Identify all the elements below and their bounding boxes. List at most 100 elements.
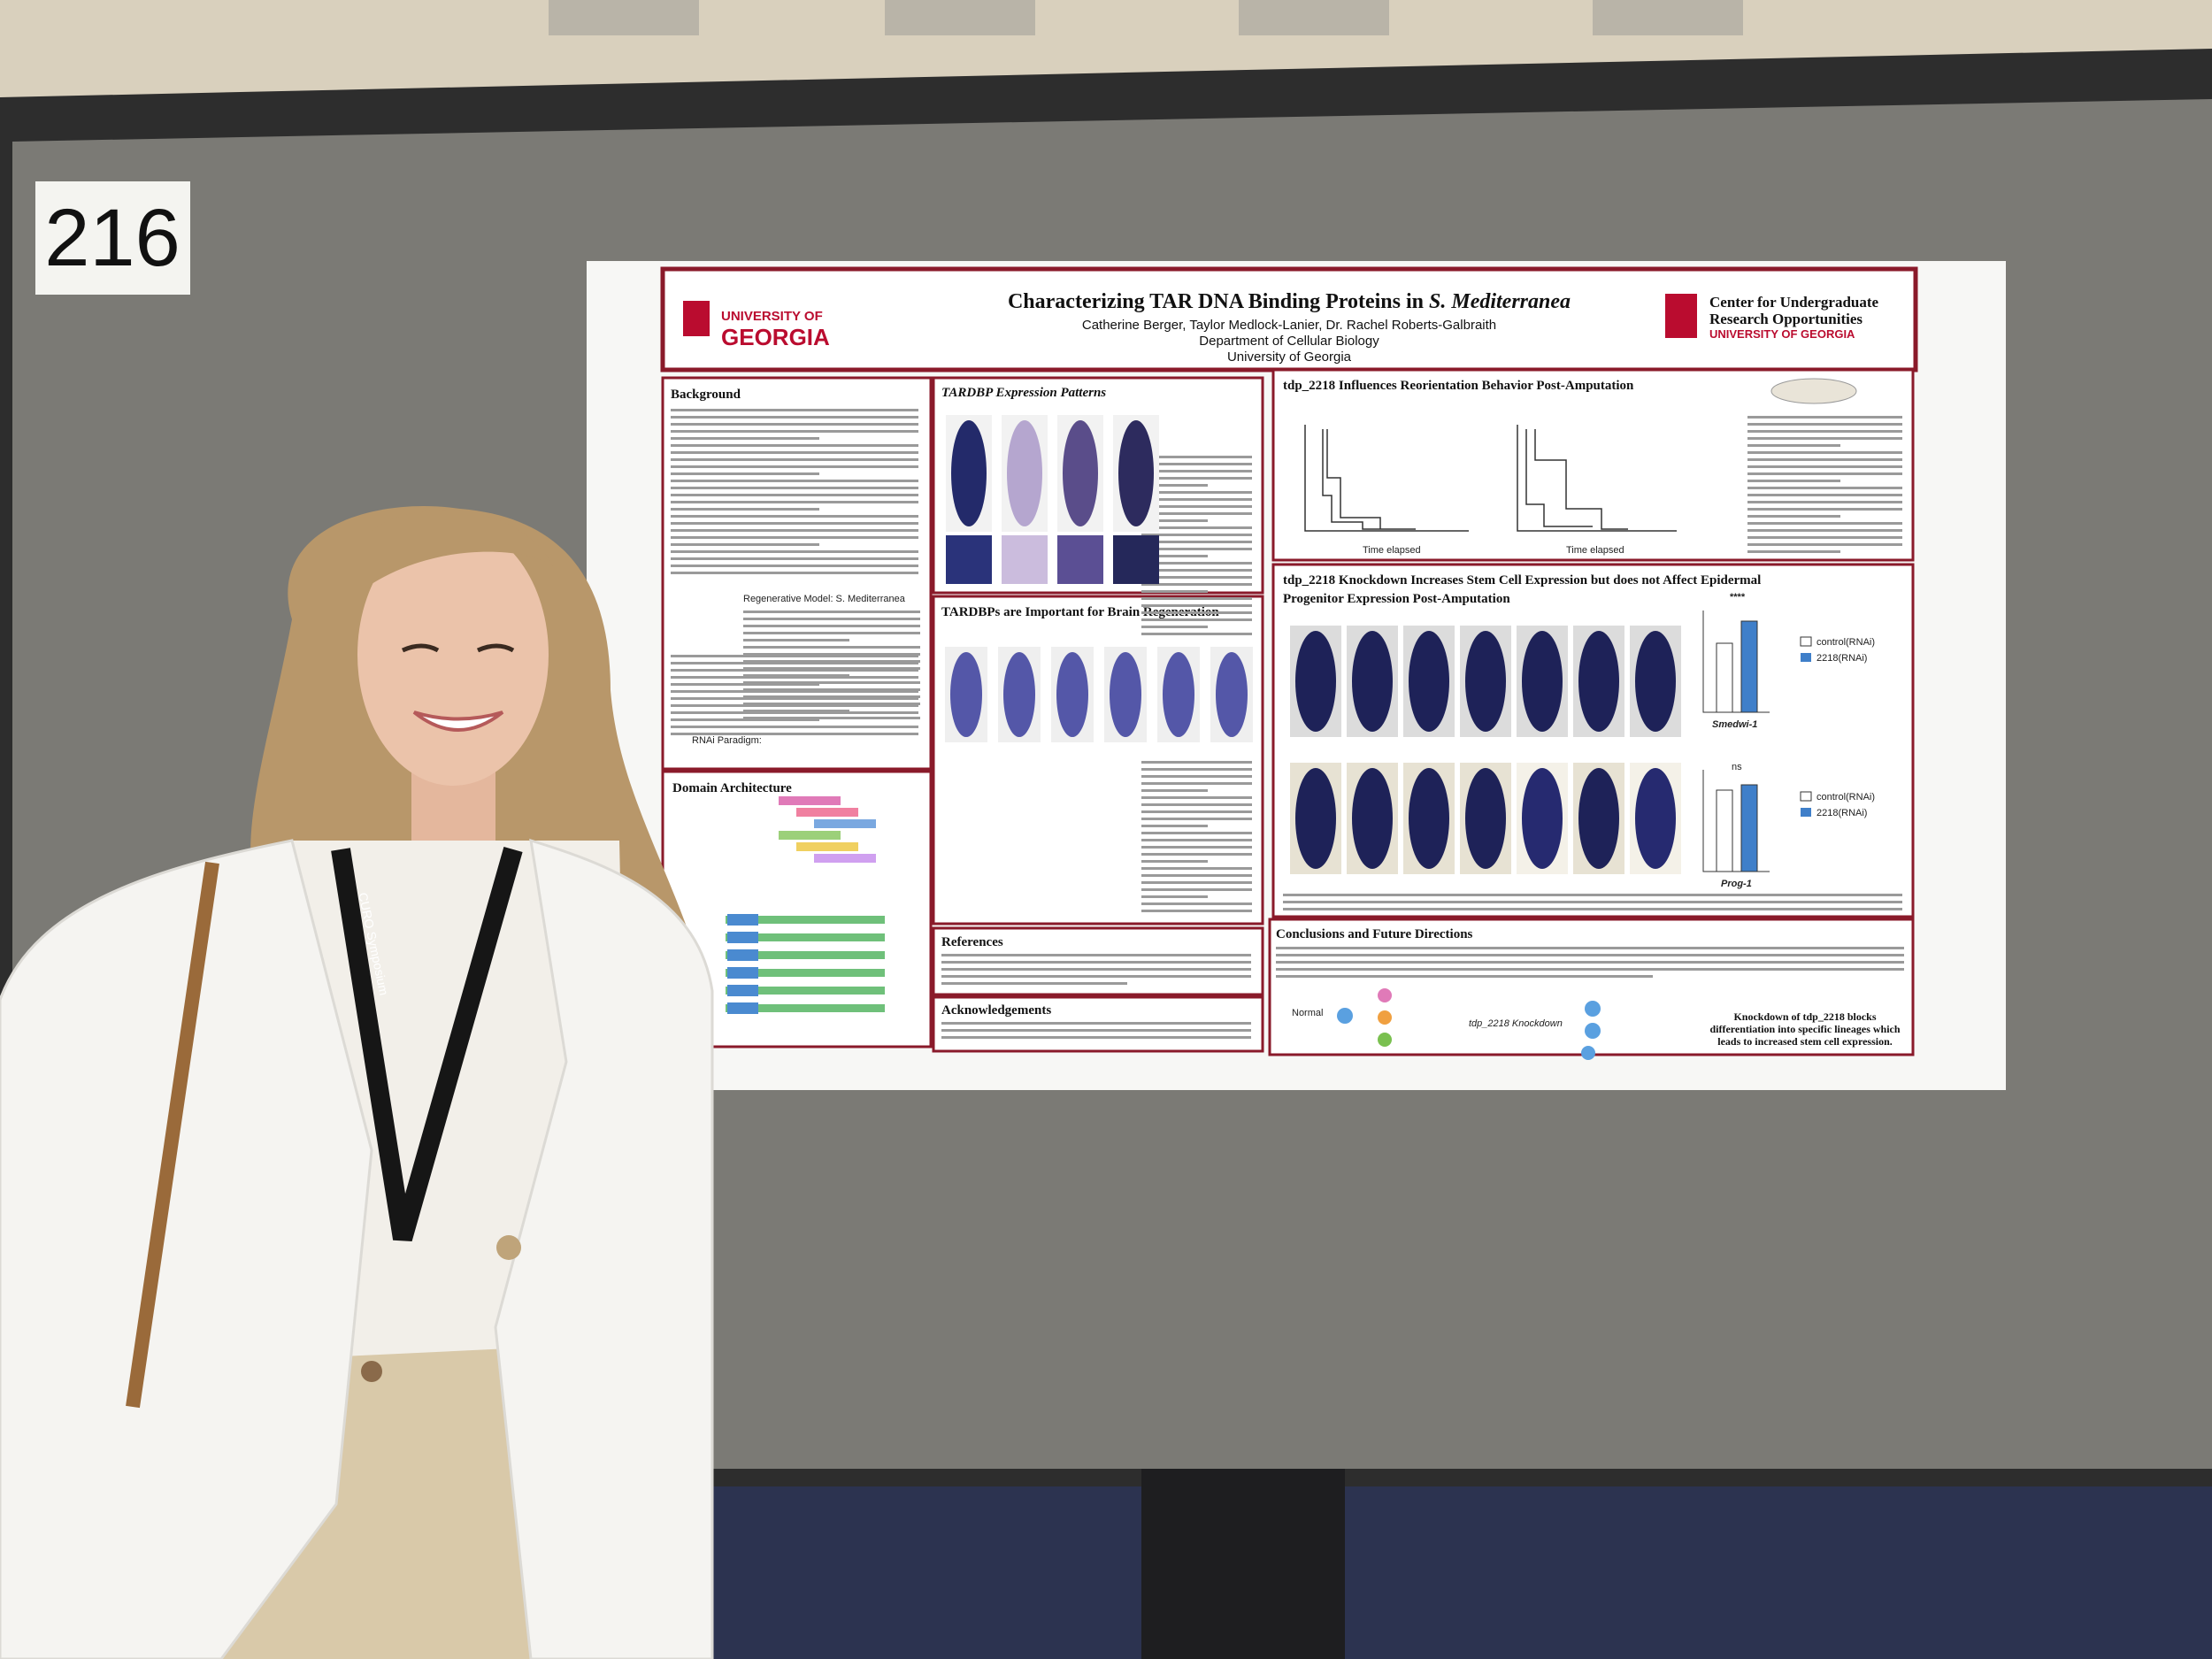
conclusion-note: differentiation into specific lineages w…	[1709, 1023, 1900, 1035]
text-line	[1747, 494, 1902, 496]
text-line	[1141, 604, 1252, 607]
image-tile	[946, 535, 992, 584]
text-line	[743, 688, 920, 691]
axis	[1304, 425, 1469, 532]
planarian	[1118, 420, 1154, 526]
text-line	[1141, 548, 1252, 550]
conclusion-note: Knockdown of tdp_2218 blocks	[1733, 1010, 1876, 1023]
planarian	[1003, 652, 1035, 737]
text-line	[1747, 487, 1902, 489]
legend-label: control(RNAi)	[1816, 792, 1875, 803]
lanyard	[331, 846, 523, 1242]
curve	[1525, 429, 1593, 527]
text-line	[1141, 782, 1252, 785]
planarian	[1578, 768, 1619, 869]
text-line	[743, 681, 920, 684]
text-line	[1747, 543, 1902, 546]
domain-box	[727, 914, 758, 926]
text-line	[1141, 775, 1252, 778]
axis-label: Time elapsed	[1363, 545, 1421, 556]
text-line	[671, 655, 918, 657]
face	[357, 524, 549, 786]
text-line	[941, 968, 1251, 971]
curve	[1534, 429, 1628, 530]
text-line	[1141, 519, 1208, 522]
logo-right-line: Center for Undergraduate	[1709, 294, 1879, 311]
text-line	[941, 975, 1251, 978]
axis-label: Time elapsed	[1566, 545, 1624, 556]
text-line	[1141, 512, 1252, 515]
domain-bar	[726, 951, 885, 959]
bar	[1740, 620, 1758, 713]
section-heading: TARDBPs are Important for Brain Regenera…	[941, 605, 1219, 619]
text-line	[941, 1036, 1251, 1039]
text-line	[1141, 633, 1252, 635]
domain-label	[814, 819, 876, 828]
logo-right-line: Research Opportunities	[1709, 311, 1863, 327]
survival-plots	[1304, 425, 1677, 532]
text-line	[671, 550, 918, 553]
text-line	[1141, 463, 1252, 465]
text-line	[1141, 618, 1252, 621]
text-line	[1141, 846, 1252, 849]
text-line	[1141, 491, 1252, 494]
board-leg	[1141, 1469, 1345, 1659]
text-line	[671, 726, 918, 728]
text-line	[671, 697, 918, 700]
text-line	[671, 472, 819, 475]
domain-bar	[726, 1004, 885, 1012]
planarian	[1063, 420, 1098, 526]
bar	[1716, 642, 1733, 713]
planarian	[1056, 652, 1088, 737]
text-line	[1747, 529, 1902, 532]
number-card	[35, 181, 190, 295]
text-line	[1141, 590, 1208, 593]
text-line	[671, 676, 918, 679]
title-species: S. Mediterranea	[1429, 290, 1571, 313]
card-number: 216	[44, 193, 180, 283]
planarian	[1216, 652, 1248, 737]
wall-panel	[1593, 0, 1743, 35]
text-line	[1283, 894, 1902, 896]
domain-box	[727, 967, 758, 979]
text-line	[671, 529, 918, 532]
text-line	[671, 494, 918, 496]
axis	[1517, 425, 1677, 532]
text-line	[1141, 789, 1208, 792]
legend-swatch	[1800, 636, 1812, 647]
text-line	[1141, 470, 1252, 472]
planarian	[1409, 768, 1449, 869]
text-line	[671, 444, 918, 447]
smile	[412, 710, 504, 732]
text-line	[1141, 825, 1208, 827]
text-line	[743, 703, 920, 705]
text-line	[671, 416, 918, 419]
text-line	[1141, 867, 1252, 870]
planarian	[1295, 631, 1336, 732]
text-line	[1141, 477, 1252, 480]
gene-label: Prog-1	[1721, 879, 1752, 889]
cell	[1585, 1023, 1601, 1039]
wall-panel	[549, 0, 699, 35]
text-line	[1141, 484, 1208, 487]
text-line	[743, 611, 920, 613]
logo-arch	[683, 301, 710, 336]
planarian	[1578, 631, 1619, 732]
planarian	[1522, 631, 1563, 732]
domain-box	[727, 1002, 758, 1014]
hair-front	[372, 510, 553, 584]
text-line	[1276, 954, 1904, 956]
text-line	[671, 423, 918, 426]
conclusion-note: leads to increased stem cell expression.	[1717, 1035, 1893, 1048]
blazer-right	[494, 838, 714, 1659]
planarian	[1007, 420, 1042, 526]
text-line	[671, 557, 918, 560]
domain-label	[779, 831, 841, 840]
section-heading: Domain Architecture	[672, 781, 792, 795]
text-line	[671, 690, 918, 693]
diagram-label: Normal	[1292, 1008, 1323, 1018]
text-line	[743, 667, 920, 670]
poster-header	[660, 266, 1918, 373]
text-line	[743, 695, 920, 698]
